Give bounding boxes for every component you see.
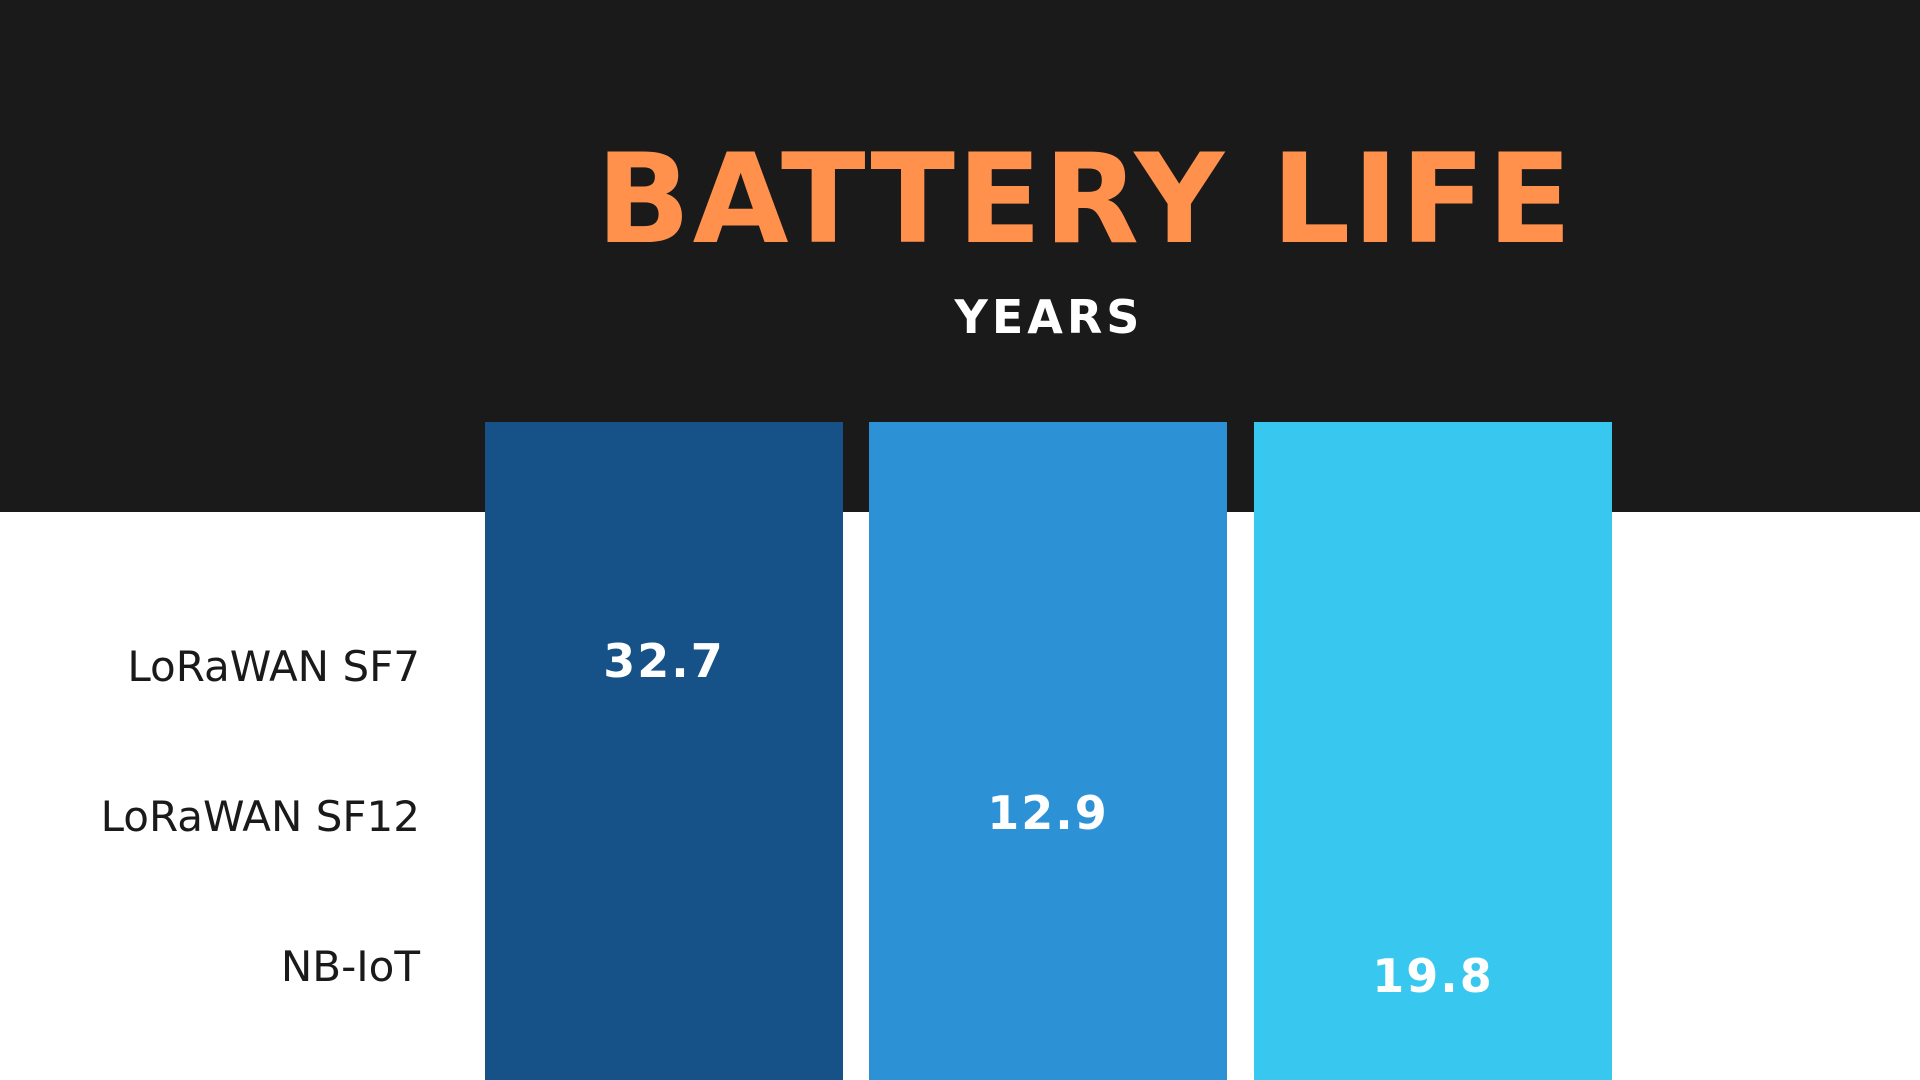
column [485,422,843,1080]
row-label: LoRaWAN SF12 [100,792,420,841]
row-label: NB-IoT [280,942,420,991]
subtitle: YEARS [954,290,1144,344]
row-label: LoRaWAN SF7 [127,642,420,691]
value-label: 19.8 [1372,949,1494,1003]
title: BATTERY LIFE [596,128,1574,272]
value-label: 32.7 [603,634,725,688]
value-label: 12.9 [987,786,1109,840]
column [1254,422,1612,1080]
column [869,422,1227,1080]
